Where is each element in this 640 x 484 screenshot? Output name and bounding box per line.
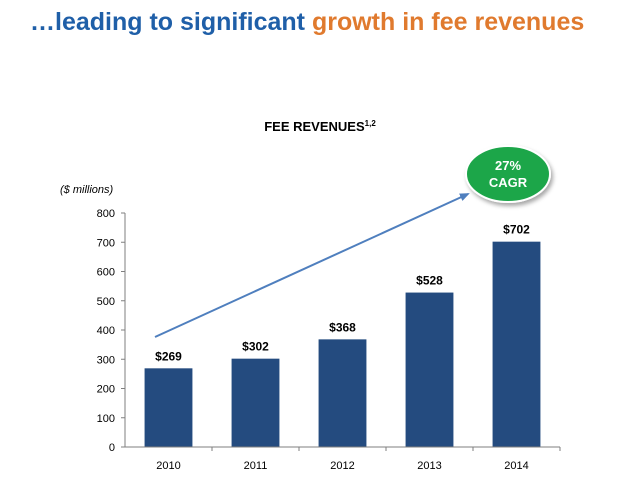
- x-tick-label-2010: 2010: [156, 460, 180, 472]
- bar-2011: [231, 358, 280, 447]
- bar-2012: [318, 339, 367, 447]
- bar-2010: [144, 368, 193, 447]
- y-tick-label: 500: [97, 296, 115, 308]
- y-axis-ticks: 0 100 200 300 400 500 600 700 800: [97, 208, 125, 454]
- y-tick-label: 600: [97, 267, 115, 279]
- chart-title: FEE REVENUES1,2: [264, 119, 376, 134]
- bars: [144, 241, 541, 447]
- y-tick-label: 400: [97, 325, 115, 337]
- value-label-2011: $302: [242, 340, 269, 354]
- x-tick-label-2013: 2013: [417, 460, 441, 472]
- slide-title-part-blue: …leading to significant: [30, 8, 312, 36]
- cagr-badge-line1: 27%: [495, 158, 521, 173]
- value-label-2012: $368: [329, 320, 356, 334]
- y-tick-label: 800: [97, 208, 115, 220]
- value-label-2010: $269: [155, 349, 182, 363]
- y-tick-label: 700: [97, 237, 115, 249]
- value-label-2013: $528: [416, 274, 443, 288]
- x-tick-label-2012: 2012: [330, 460, 354, 472]
- bar-2013: [405, 292, 454, 447]
- y-tick-label: 200: [97, 384, 115, 396]
- slide-title-part-orange: growth in fee revenues: [311, 8, 585, 36]
- chart-title-text: FEE REVENUES: [264, 119, 365, 134]
- y-tick-label: 0: [109, 442, 115, 454]
- bar-2014: [492, 241, 541, 447]
- y-tick-label: 100: [97, 413, 115, 425]
- trend-arrow: [154, 193, 470, 338]
- chart-title-superscript: 1,2: [365, 119, 377, 128]
- x-axis-labels: 2010 2011 2012 2013 2014: [156, 447, 561, 472]
- x-tick-label-2014: 2014: [504, 460, 528, 472]
- x-tick-label-2011: 2011: [244, 460, 268, 472]
- value-label-2014: $702: [503, 223, 530, 237]
- y-tick-label: 300: [97, 354, 115, 366]
- value-labels: $269 $302 $368 $528 $702: [155, 223, 530, 364]
- cagr-badge: [465, 145, 551, 203]
- cagr-badge-line2: CAGR: [489, 175, 528, 190]
- slide-title: …leading to significant growth in fee re…: [30, 8, 630, 37]
- y-axis-label: ($ millions): [60, 184, 114, 196]
